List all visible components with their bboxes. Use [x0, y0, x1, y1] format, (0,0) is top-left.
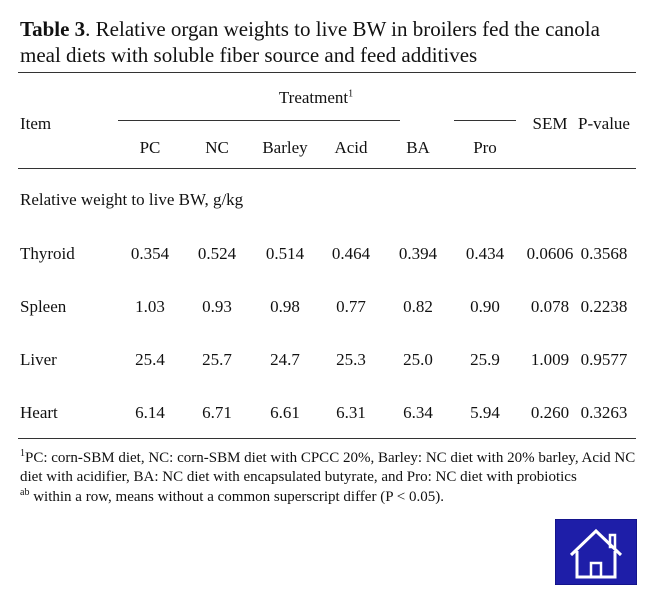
group-rule [454, 120, 516, 121]
group-header: Treatment1 [279, 88, 353, 108]
row-label: Liver [20, 350, 57, 369]
footnote-text: within a row, means without a common sup… [29, 489, 444, 505]
cell: 6.71 [202, 403, 232, 422]
cell: 0.260 [530, 403, 570, 422]
cell: 25.7 [202, 350, 232, 369]
cell: 0.90 [470, 297, 500, 316]
cell: 6.34 [403, 403, 433, 422]
column-header: BA [406, 138, 430, 157]
top-rule [18, 72, 636, 73]
cell: 1.03 [135, 297, 165, 316]
cell: 0.514 [265, 244, 305, 263]
title-text: . Relative organ weights to live BW in b… [20, 17, 600, 67]
column-header: NC [205, 138, 229, 157]
cell: 6.31 [336, 403, 366, 422]
cell: 0.3263 [580, 403, 628, 422]
column-header: PC [139, 138, 161, 157]
footnote-text: PC: corn-SBM diet, NC: corn-SBM diet wit… [20, 450, 636, 485]
column-header: Pro [473, 138, 497, 157]
header-rule [18, 168, 636, 169]
cell: 0.93 [202, 297, 232, 316]
bottom-rule [18, 438, 636, 439]
cell: 0.0606 [526, 244, 574, 263]
cell: 1.009 [530, 350, 570, 369]
home-button[interactable] [555, 519, 637, 585]
cell: 0.464 [331, 244, 371, 263]
section-label: Relative weight to live BW, g/kg [20, 190, 244, 209]
row-label: Thyroid [20, 244, 75, 263]
column-header: P-value [578, 114, 630, 133]
group-header-text: Treatment [278, 88, 349, 107]
cell: 0.2238 [580, 297, 628, 316]
cell: 0.394 [398, 244, 438, 263]
group-rule [118, 120, 400, 121]
cell: 0.82 [403, 297, 433, 316]
footnote-mark: ab [20, 487, 30, 498]
title-label: Table 3 [20, 17, 86, 41]
footnote: 1PC: corn-SBM diet, NC: corn-SBM diet wi… [20, 449, 640, 487]
row-label: Heart [20, 403, 58, 422]
cell: 5.94 [470, 403, 500, 422]
cell: 6.61 [270, 403, 300, 422]
footnote: ab within a row, means without a common … [20, 488, 640, 507]
cell: 0.434 [465, 244, 505, 263]
cell: 25.3 [336, 350, 366, 369]
cell: 0.3568 [580, 244, 628, 263]
column-header: SEM [532, 114, 568, 133]
cell: 25.4 [135, 350, 165, 369]
cell: 0.524 [197, 244, 237, 263]
cell: 0.354 [130, 244, 170, 263]
note-mark: 1 [348, 88, 354, 100]
column-header: Acid [334, 138, 368, 157]
cell: 25.0 [403, 350, 433, 369]
cell: 25.9 [470, 350, 500, 369]
footnote-mark: 1 [20, 448, 25, 459]
table-title: Table 3. Relative organ weights to live … [20, 16, 640, 68]
cell: 0.9577 [580, 350, 628, 369]
cell: 0.77 [336, 297, 366, 316]
item-header: Item [20, 114, 52, 133]
cell: 0.078 [530, 297, 570, 316]
row-label: Spleen [20, 297, 67, 316]
cell: 0.98 [270, 297, 300, 316]
column-header: Barley [262, 138, 308, 157]
cell: 24.7 [270, 350, 300, 369]
cell: 6.14 [135, 403, 165, 422]
